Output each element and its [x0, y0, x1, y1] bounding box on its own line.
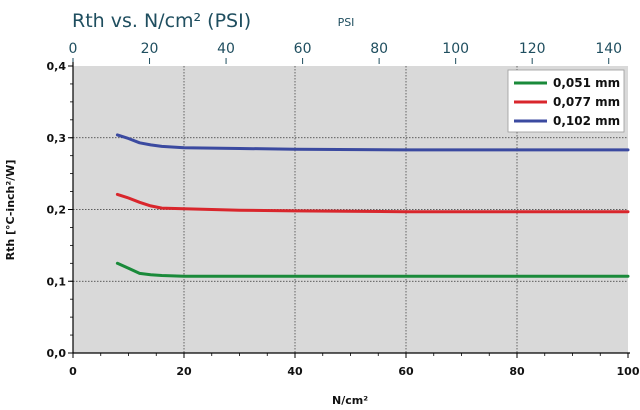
chart-title: Rth vs. N/cm² (PSI) [72, 10, 251, 32]
top-tick-label: 20 [141, 41, 159, 57]
top-tick-label: 0 [69, 41, 78, 57]
legend-label: 0,077 mm [553, 95, 620, 109]
series-lines [115, 133, 630, 278]
y-tick-label: 0,1 [47, 275, 67, 288]
top-axis-label: PSI [338, 16, 355, 29]
legend: 0,051 mm 0,077 mm 0,102 mm [507, 69, 625, 133]
series-line [115, 133, 630, 152]
x-tick-label: 60 [398, 365, 414, 378]
top-tick-label: 100 [442, 41, 469, 57]
axes [70, 62, 630, 356]
y-tick-label: 0,0 [47, 347, 67, 360]
y-axis: 0,0 0,1 0,2 0,3 0,4 [47, 60, 73, 360]
x-tick-label: 0 [69, 365, 77, 378]
y-tick-label: 0,2 [47, 204, 67, 217]
y-tick-label: 0,4 [47, 60, 67, 73]
legend-label: 0,051 mm [553, 76, 620, 90]
x-tick-label: 40 [287, 365, 303, 378]
top-tick-label: 140 [595, 41, 622, 57]
x-axis-label: N/cm² [332, 394, 368, 407]
grid [73, 66, 628, 353]
top-tick-label: 120 [519, 41, 546, 57]
top-tick-label: 40 [217, 41, 235, 57]
series-line [115, 261, 630, 278]
top-axis: 0 20 40 60 80 100 120 140 [69, 41, 622, 64]
top-tick-label: 60 [294, 41, 312, 57]
x-tick-label: 20 [176, 365, 192, 378]
y-axis-label: Rth [°C-inch²/W] [4, 160, 17, 261]
y-tick-label: 0,3 [47, 132, 67, 145]
legend-label: 0,102 mm [553, 114, 620, 128]
x-tick-label: 100 [617, 365, 640, 378]
series-line [115, 192, 630, 214]
top-tick-label: 80 [370, 41, 388, 57]
x-axis: 0 20 40 60 80 100 [69, 353, 640, 378]
x-tick-label: 80 [509, 365, 525, 378]
